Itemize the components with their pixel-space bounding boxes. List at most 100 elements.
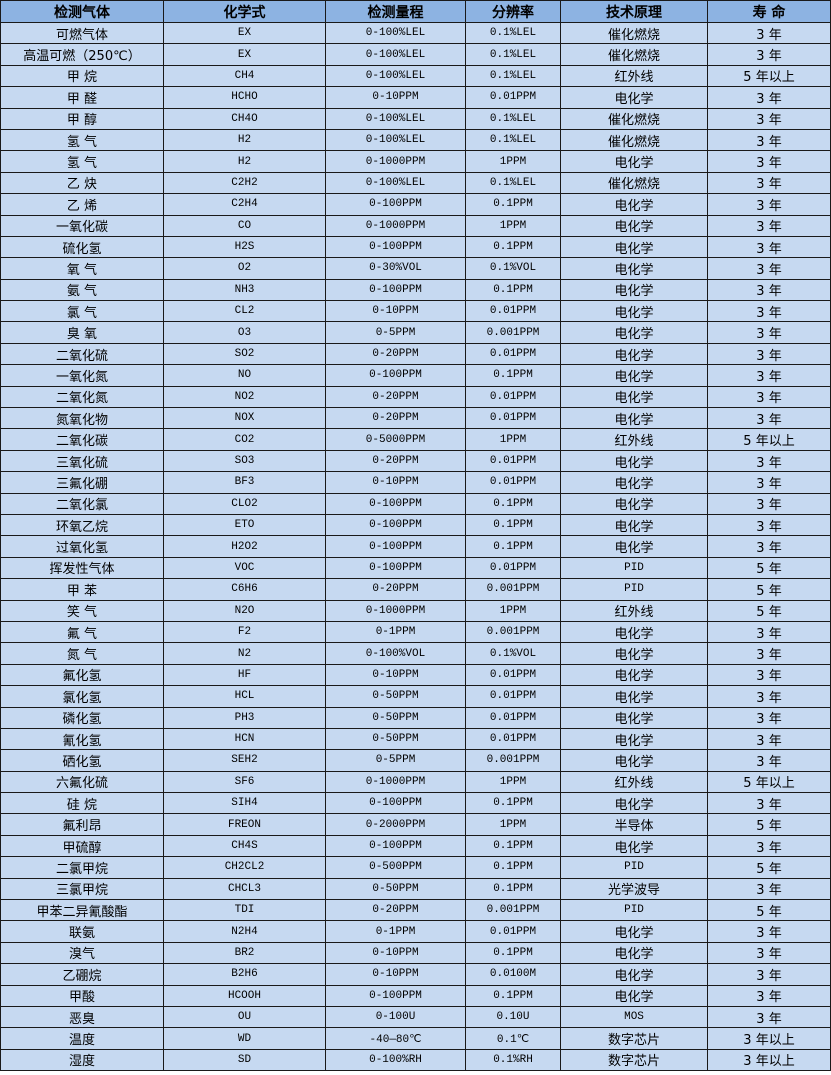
cell-resolution: 0.1%VOL [465,257,561,280]
cell-gas-name: 恶臭 [0,1005,164,1029]
cell-principle: 电化学 [560,235,708,259]
cell-range: 0-1000PPM [325,150,466,173]
table-row: 环氧乙烷 ETO 0-100PPM 0.1PPM 电化学 3 年 [0,513,831,537]
table-row: 甲 醇 CH4O 0-100%LEL 0.1%LEL 催化燃烧 3 年 [0,107,831,130]
cell-formula: CH4 [163,64,326,88]
cell-resolution: 0.1PPM [465,834,561,858]
cell-resolution: 0.1PPM [465,941,561,965]
cell-gas-name: 二氧化硫 [0,342,164,366]
cell-lifespan: 3 年 [707,449,831,473]
cell-gas-name: 氯化氢 [0,685,164,708]
cell-resolution: 0.1%LEL [465,107,561,130]
cell-gas-name: 二氧化氯 [0,492,164,515]
table-row: 恶臭 OU 0-100U 0.10U MOS 3 年 [0,1005,831,1029]
cell-resolution: 0.01PPM [465,663,561,687]
cell-range: 0-100PPM [325,492,466,515]
cell-principle: PID [560,899,708,922]
cell-formula: N2H4 [163,920,326,943]
cell-gas-name: 甲苯二异氰酸酯 [0,899,164,922]
cell-lifespan: 3 年以上 [707,1027,831,1050]
cell-resolution: 0.001PPM [465,321,561,344]
cell-resolution: 0.01PPM [465,727,561,751]
cell-gas-name: 二氧化碳 [0,428,164,451]
cell-resolution: 0.001PPM [465,749,561,772]
cell-formula: NO2 [163,385,326,409]
cell-formula: SEH2 [163,749,326,772]
table-row: 笑 气 N2O 0-1000PPM 1PPM 红外线 5 年 [0,599,831,622]
cell-principle: 电化学 [560,941,708,965]
cell-principle: 电化学 [560,834,708,858]
cell-resolution: 0.1PPM [465,535,561,558]
table-row: 磷化氢 PH3 0-50PPM 0.01PPM 电化学 3 年 [0,706,831,729]
cell-formula: BR2 [163,941,326,965]
cell-gas-name: 过氧化氢 [0,535,164,558]
cell-lifespan: 5 年 [707,599,831,622]
cell-formula: NH3 [163,278,326,302]
cell-principle: 催化燃烧 [560,171,708,195]
cell-range: 0-50PPM [325,706,466,729]
cell-formula: ETO [163,513,326,537]
cell-resolution: 0.1PPM [465,193,561,216]
header-row: 检测气体 化学式 检测量程 分辨率 技术原理寿 命 [0,0,831,23]
cell-principle: 电化学 [560,727,708,751]
cell-lifespan: 5 年 [707,556,831,580]
cell-principle: 电化学 [560,449,708,473]
cell-gas-name: 可燃气体 [0,21,164,45]
cell-gas-name: 乙 烯 [0,193,164,216]
cell-principle: PID [560,556,708,580]
cell-lifespan: 3 年 [707,471,831,494]
cell-principle: 电化学 [560,642,708,665]
cell-resolution: 1PPM [465,214,561,237]
cell-gas-name: 甲 醛 [0,86,164,109]
cell-lifespan: 5 年 [707,856,831,879]
cell-range: 0-10PPM [325,941,466,965]
cell-range: 0-1PPM [325,620,466,644]
cell-formula: B2H6 [163,963,326,986]
cell-gas-name: 乙硼烷 [0,963,164,986]
cell-lifespan: 3 年 [707,920,831,943]
cell-lifespan: 3 年 [707,620,831,644]
table-row: 二氯甲烷 CH2CL2 0-500PPM 0.1PPM PID 5 年 [0,856,831,879]
cell-range: 0-500PPM [325,856,466,879]
table-row: 二氧化氯 CLO2 0-100PPM 0.1PPM 电化学 3 年 [0,492,831,515]
table-row: 氟利昂 FREON 0-2000PPM 1PPM 半导体 5 年 [0,813,831,836]
cell-gas-name: 硅 烷 [0,792,164,815]
table-row: 氯化氢 HCL 0-50PPM 0.01PPM 电化学 3 年 [0,685,831,708]
cell-range: 0-100%LEL [325,43,466,66]
header-range: 检测量程 [325,0,466,23]
cell-resolution: 0.01PPM [465,300,561,323]
cell-range: 0-100%VOL [325,642,466,665]
cell-resolution: 0.01PPM [465,86,561,109]
cell-lifespan: 5 年 [707,578,831,601]
cell-principle: 电化学 [560,706,708,729]
cell-principle: 电化学 [560,385,708,409]
cell-resolution: 0.01PPM [465,556,561,580]
cell-range: 0-10PPM [325,663,466,687]
cell-formula: CO2 [163,428,326,451]
table-row: 氮氧化物 NOX 0-20PPM 0.01PPM 电化学 3 年 [0,407,831,430]
cell-range: -40—80℃ [325,1027,466,1050]
cell-principle: 红外线 [560,64,708,88]
table-row: 甲 苯 C6H6 0-20PPM 0.001PPM PID 5 年 [0,578,831,601]
cell-resolution: 0.01PPM [465,685,561,708]
cell-principle: 电化学 [560,321,708,344]
cell-gas-name: 甲 烷 [0,64,164,88]
table-row: 甲硫醇 CH4S 0-100PPM 0.1PPM 电化学 3 年 [0,834,831,858]
cell-resolution: 0.1PPM [465,984,561,1007]
table-row: 甲 醛 HCHO 0-10PPM 0.01PPM 电化学 3 年 [0,86,831,109]
cell-range: 0-100U [325,1005,466,1029]
cell-principle: PID [560,578,708,601]
cell-resolution: 0.1%RH [465,1048,561,1072]
table-row: 温度 WD -40—80℃ 0.1℃ 数字芯片 3 年以上 [0,1027,831,1050]
cell-gas-name: 二氯甲烷 [0,856,164,879]
cell-gas-name: 一氧化碳 [0,214,164,237]
table-row: 六氟化硫 SF6 0-1000PPM 1PPM 红外线 5 年以上 [0,770,831,794]
cell-lifespan: 3 年 [707,214,831,237]
cell-lifespan: 3 年 [707,535,831,558]
cell-formula: WD [163,1027,326,1050]
cell-lifespan: 3 年 [707,278,831,302]
cell-gas-name: 氯 气 [0,300,164,323]
cell-range: 0-100PPM [325,235,466,259]
table-row: 联氨 N2H4 0-1PPM 0.01PPM 电化学 3 年 [0,920,831,943]
